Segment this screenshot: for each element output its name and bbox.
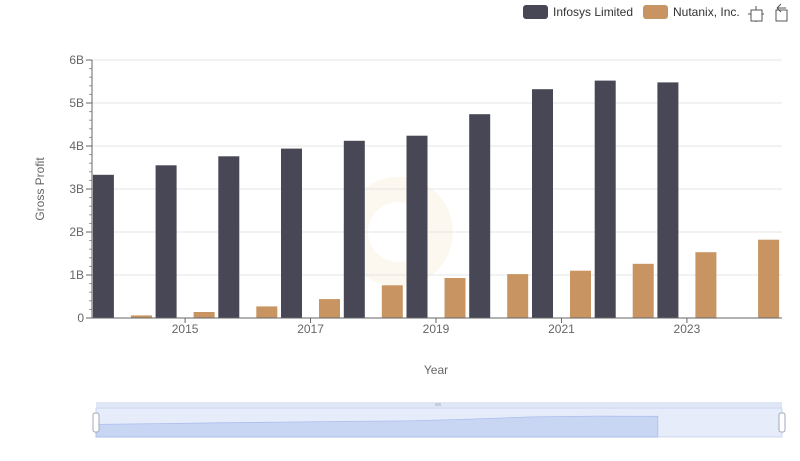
reset-zoom-icon[interactable] [775,3,788,22]
legend-swatch-infosys[interactable] [523,5,548,19]
x-tick-label: 2015 [172,322,199,336]
x-tick-label: 2019 [423,322,450,336]
y-tick-label: 4B [69,139,84,153]
bar-nutanix-2016[interactable] [256,306,278,318]
slider-grip-icon[interactable] [435,403,441,406]
zoom-icon[interactable] [748,6,764,22]
bars [92,80,780,319]
x-tick-label: 2023 [674,322,701,336]
slider-top-bar[interactable] [96,402,782,408]
data-zoom-slider[interactable] [92,402,786,438]
bar-nutanix-2015[interactable] [193,312,215,318]
bar-nutanix-2018[interactable] [381,285,403,318]
y-axis: 0 1B 2B 3B 4B 5B 6B [69,53,93,325]
slider-selected-window[interactable] [96,408,782,437]
bar-nutanix-2021[interactable] [570,270,591,318]
x-axis: 2015 2017 2019 2021 2023 [92,317,782,336]
x-tick-label: 2017 [297,322,324,336]
slider-preview-area [95,415,659,438]
bar-infosys-2015[interactable] [155,165,177,318]
bar-nutanix-2022[interactable] [632,263,654,318]
bar-nutanix-2019[interactable] [444,278,466,318]
bar-infosys-2021[interactable] [532,89,553,318]
bar-infosys-2020[interactable] [469,114,491,318]
y-tick-label: 0 [77,311,84,325]
bar-nutanix-2023[interactable] [695,252,717,318]
y-tick-label: 3B [69,182,84,196]
legend-label-nutanix[interactable]: Nutanix, Inc. [673,5,740,19]
legend-label-infosys[interactable]: Infosys Limited [553,5,633,19]
legend-item-infosys[interactable]: Infosys Limited [523,5,633,19]
y-tick-label: 6B [69,53,84,67]
bar-infosys-2019[interactable] [406,135,428,318]
bar-infosys-2016[interactable] [218,156,240,318]
slider-right-handle[interactable] [778,412,786,433]
y-tick-label: 1B [69,268,84,282]
bar-infosys-2023[interactable] [657,82,679,319]
legend-item-nutanix[interactable]: Nutanix, Inc. [643,5,740,19]
bar-infosys-2014[interactable] [92,174,114,318]
y-axis-title: Gross Profit [33,157,47,221]
bar-infosys-2017[interactable] [281,148,302,318]
bar-infosys-2022[interactable] [594,80,616,318]
bar-nutanix-2014[interactable] [130,315,152,318]
x-axis-title: Year [424,363,448,377]
legend: Infosys Limited Nutanix, Inc. [523,5,740,19]
y-tick-label: 5B [69,96,84,110]
bar-nutanix-2024[interactable] [758,239,780,318]
slider-left-handle[interactable] [92,412,100,433]
x-tick-label: 2021 [548,322,575,336]
legend-swatch-nutanix[interactable] [643,5,668,19]
bar-infosys-2018[interactable] [343,140,365,318]
bar-nutanix-2020[interactable] [507,274,529,318]
bar-nutanix-2017[interactable] [319,299,340,318]
y-tick-label: 2B [69,225,84,239]
